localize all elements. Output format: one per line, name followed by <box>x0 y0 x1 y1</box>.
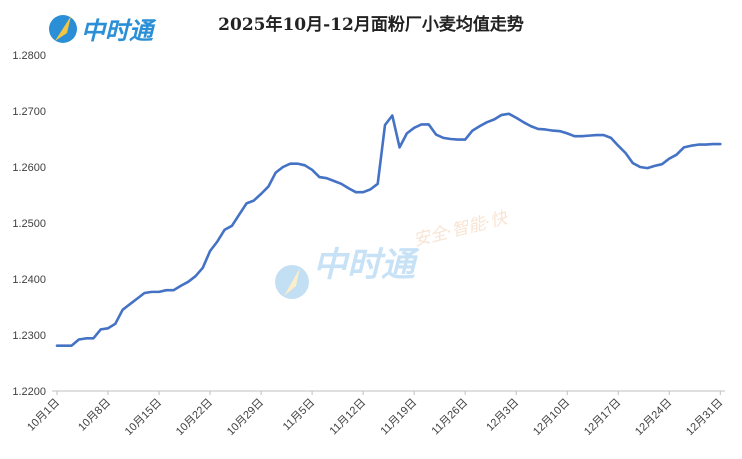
x-tick-label: 12月3日 <box>484 397 521 434</box>
y-tick-label: 1.2500 <box>12 218 46 230</box>
brand-logo: 中时通 <box>49 15 157 45</box>
rocket-icon <box>55 16 71 41</box>
x-tick-label: 11月5日 <box>281 397 317 433</box>
y-axis: 1.2200 1.2300 1.2400 1.2500 1.2600 1.2700 1.28… <box>12 50 46 398</box>
x-tick-label: 12月24日 <box>633 397 674 438</box>
x-tick-label: 12月31日 <box>684 397 725 438</box>
x-tick-label: 10月15日 <box>123 397 164 438</box>
watermark-text: 中时通 <box>313 245 420 285</box>
watermark: 中时通 安全·智能·快 <box>275 208 511 299</box>
x-tick-label: 10月29日 <box>225 397 266 438</box>
watermark-slogan: 安全·智能·快 <box>411 208 511 251</box>
chart-title: 2025年10月-12月面粉厂小麦均值走势 <box>218 14 524 35</box>
x-tick-label: 11月19日 <box>379 397 420 438</box>
y-tick-label: 1.2700 <box>12 106 46 118</box>
logo-text: 中时通 <box>81 17 157 45</box>
x-tick-label: 11月12日 <box>327 397 368 438</box>
x-axis: 10月1日 10月8日 10月15日 10月22日 10月29日 11月5日 11月12日 1… <box>25 391 725 438</box>
watermark-rocket-icon <box>284 268 300 296</box>
series-layer <box>55 112 722 347</box>
series-line <box>55 112 722 347</box>
y-tick-label: 1.2200 <box>12 386 46 398</box>
y-tick-label: 1.2400 <box>12 274 46 286</box>
x-tick-label: 10月8日 <box>76 397 113 434</box>
x-tick-label: 12月17日 <box>582 397 623 438</box>
x-tick-label: 10月1日 <box>25 397 62 434</box>
x-tick-label: 10月22日 <box>174 397 215 438</box>
x-tick-label: 11月26日 <box>430 397 471 438</box>
y-tick-label: 1.2600 <box>12 162 46 174</box>
watermark-globe-icon <box>275 265 309 299</box>
y-tick-label: 1.2800 <box>12 50 46 62</box>
y-tick-label: 1.2300 <box>12 330 46 342</box>
x-tick-label: 12月10日 <box>531 397 572 438</box>
